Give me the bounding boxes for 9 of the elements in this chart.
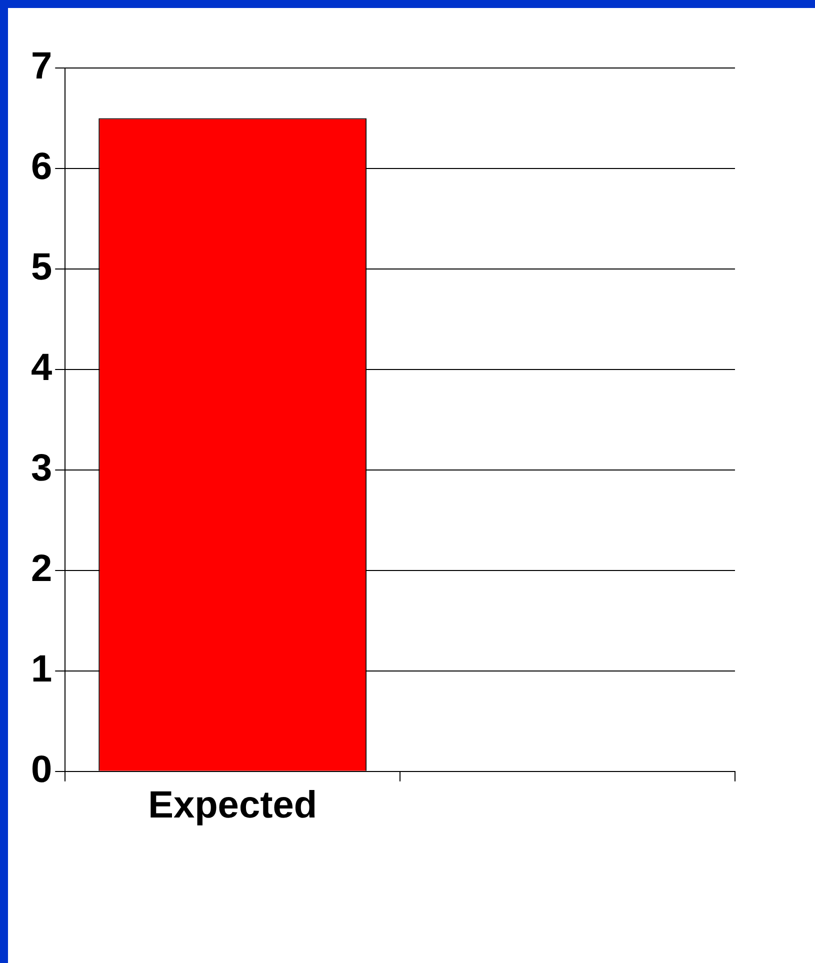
y-tick-label: 5 bbox=[30, 246, 52, 288]
x-tick-label: Expected bbox=[148, 784, 318, 827]
y-tick-label: 2 bbox=[30, 548, 52, 590]
y-tick-label: 4 bbox=[30, 346, 52, 389]
y-tick-label: 7 bbox=[30, 45, 52, 88]
y-tick-label: 6 bbox=[30, 146, 52, 188]
y-tick-label: 3 bbox=[30, 447, 52, 490]
y-tick-label: 0 bbox=[30, 748, 52, 791]
y-tick-label: 1 bbox=[30, 648, 52, 690]
